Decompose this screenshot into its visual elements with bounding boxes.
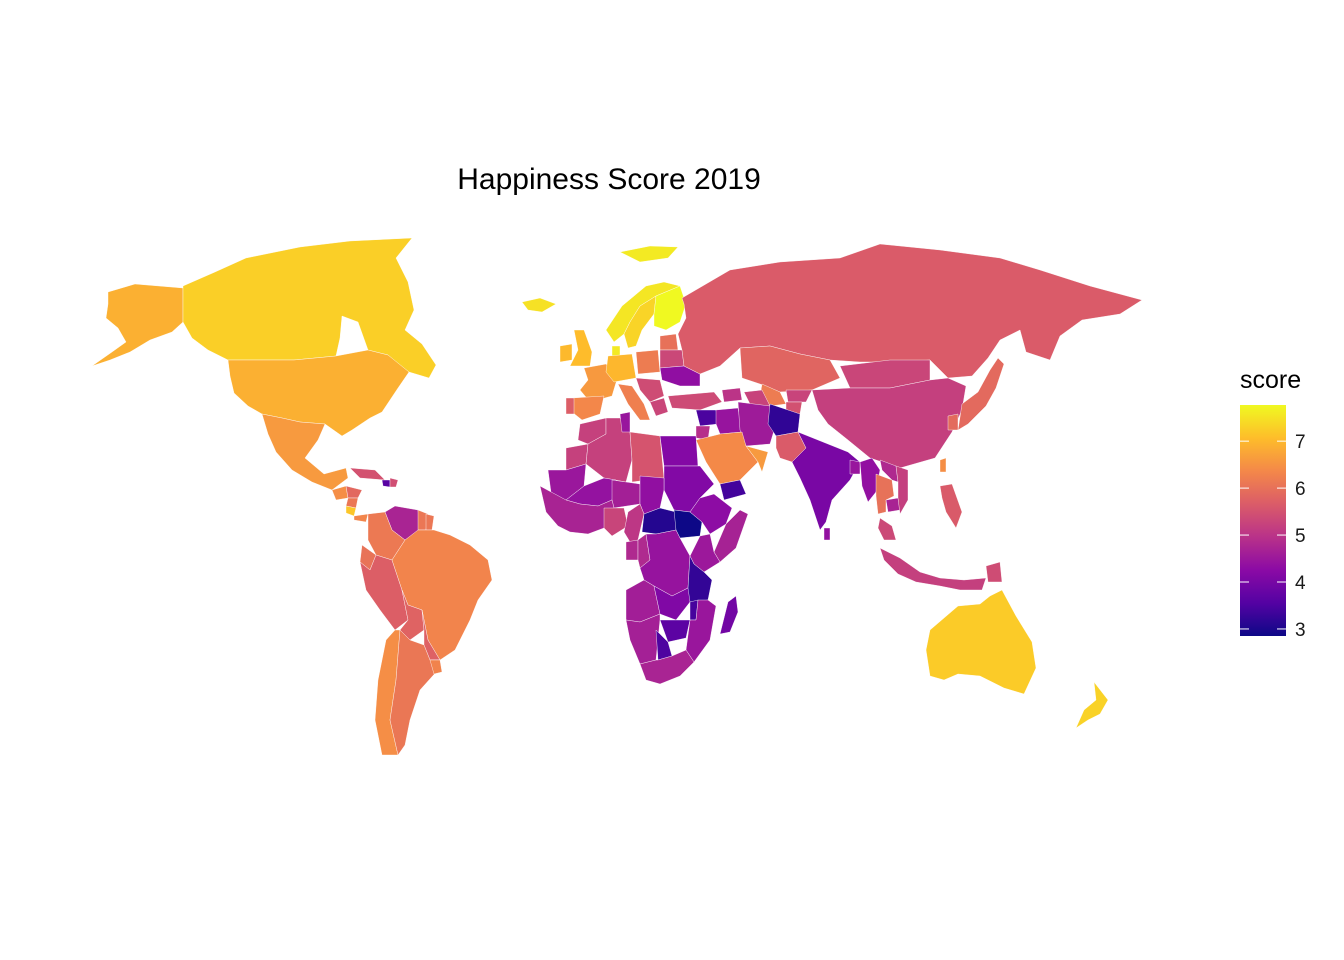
legend: score 3 4 5 6 7 (1240, 366, 1306, 641)
country-united-states (227, 349, 410, 437)
country-iraq (715, 407, 743, 435)
legend-tick-label: 5 (1295, 526, 1306, 547)
country-vietnam (895, 465, 909, 515)
country-dominican-republic (389, 477, 399, 488)
country-kyrgyzstan (785, 389, 813, 403)
country-kazakhstan (739, 345, 841, 393)
country-papua-new-guinea (985, 561, 1003, 583)
country-argentina (389, 629, 441, 756)
country-balkans (635, 377, 665, 403)
country-germany (605, 353, 637, 383)
country-spain (571, 395, 605, 421)
country-india (791, 431, 861, 531)
country-laos (879, 459, 899, 483)
country-turkey (667, 391, 723, 411)
country-south-africa (639, 649, 695, 685)
country-niger (611, 479, 641, 509)
country-sri-lanka (823, 527, 831, 541)
country-iceland (521, 297, 557, 313)
country-canada (182, 237, 437, 379)
country-uruguay (429, 659, 443, 675)
country-tunisia (619, 411, 631, 433)
country-ethiopia (689, 493, 733, 535)
country-south-korea (947, 413, 959, 431)
country-greenland (619, 245, 679, 263)
country-philippines (939, 483, 963, 529)
country-namibia (625, 613, 661, 665)
country-cameroon (623, 503, 645, 543)
country-zimbabwe (659, 619, 691, 643)
country-ireland (559, 343, 573, 363)
country-denmark (611, 345, 621, 357)
world-map (91, 237, 1143, 756)
country-greece (649, 397, 669, 417)
country-costa-rica (345, 505, 357, 517)
chart-title: Happiness Score 2019 (457, 163, 761, 196)
country-belarus (659, 349, 685, 369)
country-syria (695, 409, 719, 427)
country-bolivia (399, 589, 425, 641)
legend-tick-label: 7 (1295, 432, 1306, 453)
legend-title: score (1240, 366, 1301, 394)
country-baltics (659, 333, 679, 351)
country-portugal (565, 397, 575, 415)
country-madagascar (719, 595, 739, 635)
country-nigeria (603, 507, 629, 537)
country-mexico (261, 413, 349, 491)
legend-tick-label: 6 (1295, 479, 1306, 500)
country-caucasus (721, 387, 743, 403)
legend-ticks: 3 4 5 6 7 (1240, 432, 1306, 641)
country-finland (653, 285, 687, 331)
country-oman (745, 445, 769, 473)
country-yemen (719, 479, 747, 501)
legend-color-bar (1240, 405, 1286, 636)
country-china (811, 377, 967, 469)
country-taiwan (939, 457, 947, 473)
country-honduras (345, 485, 363, 499)
country-cambodia (885, 497, 901, 513)
country-malaysia (877, 517, 897, 541)
country-united-kingdom (569, 329, 593, 367)
country-alaska (91, 283, 184, 367)
country-new-zealand (1075, 681, 1109, 729)
country-egypt (659, 435, 699, 467)
country-libya (629, 431, 665, 483)
legend-tick-label: 3 (1295, 620, 1306, 641)
country-haiti (381, 479, 391, 488)
country-panama (353, 513, 369, 523)
country-suriname (425, 513, 435, 531)
country-thailand (875, 473, 895, 515)
country-italy (617, 383, 651, 421)
country-poland (635, 349, 661, 375)
country-indonesia (879, 547, 987, 591)
country-gabon (625, 539, 639, 561)
country-cuba (349, 467, 386, 481)
country-russia (677, 243, 1143, 379)
country-japan (957, 357, 1005, 431)
legend-tick-label: 4 (1295, 573, 1306, 594)
country-bangladesh (849, 459, 861, 475)
country-australia (925, 589, 1037, 695)
